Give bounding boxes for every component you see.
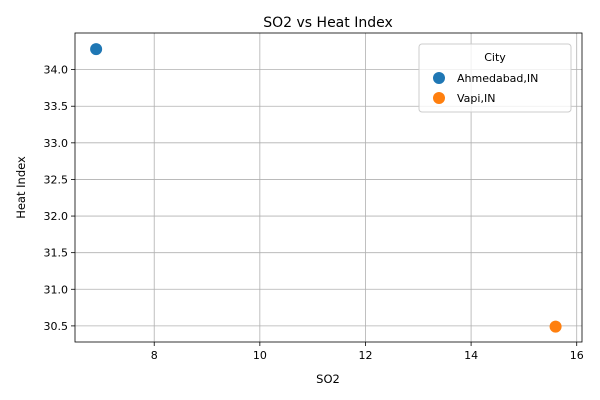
data-point [90,43,103,56]
x-axis-ticks: 8 10 12 14 16 [151,342,584,362]
x-axis-label: SO2 [316,372,340,386]
y-axis-ticks: 30.5 31.0 31.5 32.0 32.5 33.0 33.5 34.0 [44,64,75,333]
legend-marker [433,92,445,104]
data-points [90,43,562,333]
y-tick-label: 30.5 [44,320,69,333]
legend-title: City [484,51,506,64]
x-tick-label: 14 [464,349,478,362]
legend-marker [433,72,445,84]
x-tick-label: 12 [358,349,372,362]
data-point [549,320,562,333]
legend-label: Ahmedabad,IN [457,72,538,85]
legend: City Ahmedabad,IN Vapi,IN [418,43,572,113]
legend-box [418,43,572,113]
y-axis-label: Heat Index [14,156,28,219]
y-tick-label: 33.5 [44,100,69,113]
x-tick-label: 16 [570,349,584,362]
x-tick-label: 10 [253,349,267,362]
y-tick-label: 33.0 [44,137,69,150]
y-tick-label: 34.0 [44,64,69,77]
plot-frame [74,32,583,343]
y-tick-label: 32.5 [44,173,69,186]
legend-label: Vapi,IN [457,92,495,105]
x-tick-label: 8 [151,349,158,362]
chart-title: SO2 vs Heat Index [263,15,393,31]
y-tick-label: 31.5 [44,247,69,260]
y-tick-label: 31.0 [44,283,69,296]
legend-entries: Ahmedabad,IN Vapi,IN [433,72,538,105]
y-tick-label: 32.0 [44,210,69,223]
